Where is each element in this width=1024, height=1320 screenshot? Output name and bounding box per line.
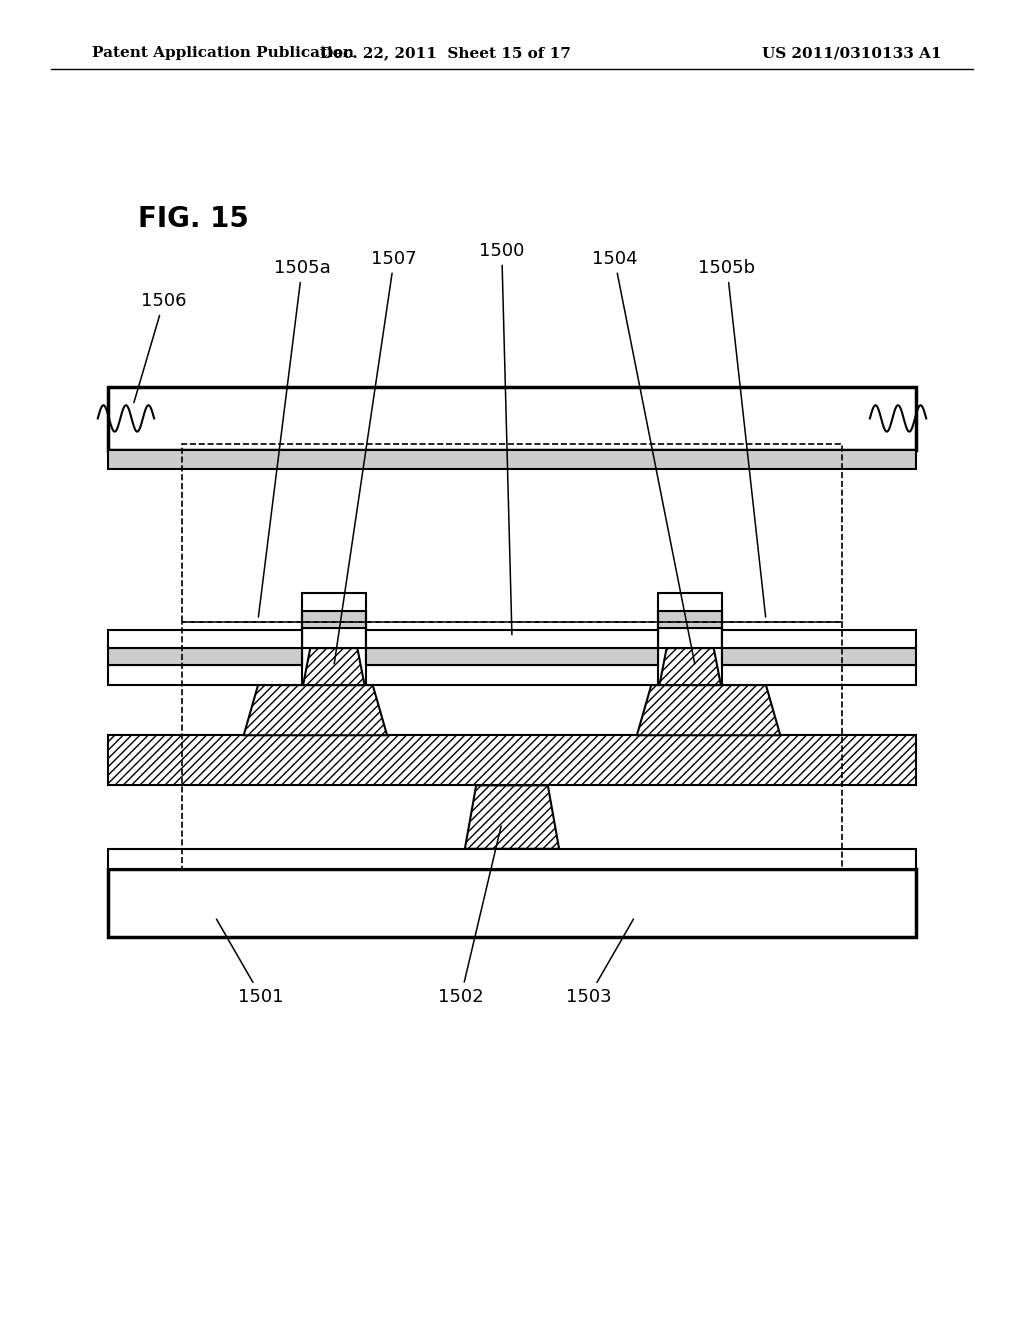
Text: Patent Application Publication: Patent Application Publication: [92, 46, 354, 61]
Text: 1505b: 1505b: [698, 259, 766, 616]
Polygon shape: [108, 611, 916, 665]
Text: FIG. 15: FIG. 15: [138, 205, 249, 232]
Polygon shape: [637, 685, 780, 735]
Text: Dec. 22, 2011  Sheet 15 of 17: Dec. 22, 2011 Sheet 15 of 17: [321, 46, 570, 61]
Bar: [108, 849, 916, 869]
Text: 1503: 1503: [566, 919, 634, 1006]
Bar: [108, 869, 916, 937]
Bar: [108, 735, 916, 785]
Bar: [108, 450, 916, 469]
Polygon shape: [244, 685, 387, 735]
Polygon shape: [108, 593, 916, 648]
Text: 1500: 1500: [479, 242, 524, 635]
Text: 1504: 1504: [592, 249, 694, 664]
Bar: [108, 387, 916, 450]
Text: 1502: 1502: [438, 826, 501, 1006]
Text: 1506: 1506: [134, 292, 186, 403]
Text: 1507: 1507: [334, 249, 417, 664]
Bar: [182, 444, 842, 622]
Text: US 2011/0310133 A1: US 2011/0310133 A1: [763, 46, 942, 61]
Polygon shape: [659, 648, 721, 685]
Polygon shape: [108, 628, 916, 685]
Text: 1501: 1501: [216, 919, 284, 1006]
Polygon shape: [303, 648, 365, 685]
Text: 1505a: 1505a: [258, 259, 331, 616]
Bar: [182, 622, 842, 869]
Polygon shape: [465, 785, 559, 849]
